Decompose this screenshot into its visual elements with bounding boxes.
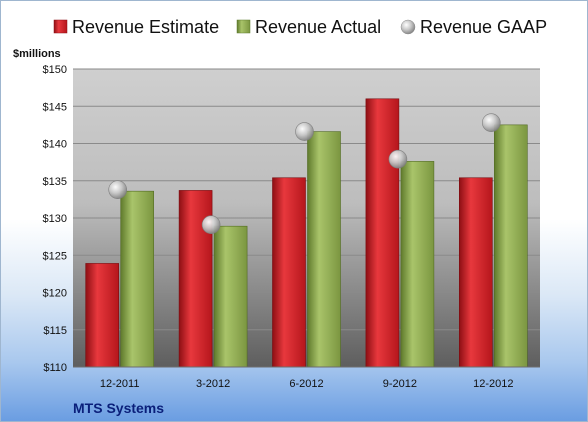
bar-revenue-actual — [307, 131, 341, 368]
x-tick-label: 12-2011 — [100, 378, 140, 390]
legend-swatch-gaap — [400, 19, 416, 35]
y-tick-label: $115 — [43, 325, 67, 337]
gaap-markers — [108, 113, 501, 235]
y-axis-ticks: $110 $115 $120 $125 $130 $135 $140 $145 $150 — [43, 64, 67, 374]
bar-revenue-actual — [400, 161, 435, 368]
y-tick-label: $140 — [43, 139, 67, 151]
legend-swatch-actual — [236, 19, 251, 34]
bar-revenue-actual — [120, 190, 154, 368]
bar-revenue-estimate — [85, 263, 119, 368]
company-name: MTS Systems — [73, 400, 164, 416]
legend-label-estimate: Revenue Estimate — [72, 17, 219, 37]
y-tick-label: $150 — [43, 64, 67, 76]
y-tick-label: $125 — [43, 250, 67, 262]
legend-swatch-estimate — [53, 19, 68, 34]
bar-revenue-estimate — [365, 98, 400, 368]
y-tick-label: $145 — [43, 101, 67, 113]
bar-revenue-estimate — [272, 177, 306, 368]
y-tick-label: $120 — [43, 288, 67, 300]
bar-revenue-actual — [213, 225, 248, 368]
legend-label-actual: Revenue Actual — [255, 17, 381, 37]
marker-revenue-gaap — [201, 215, 221, 235]
marker-revenue-gaap — [388, 149, 408, 169]
y-unit-label: $millions — [13, 48, 61, 60]
x-tick-label: 9-2012 — [383, 378, 417, 390]
x-axis-ticks: 12-2011 3-2012 6-2012 9-2012 12-2012 — [100, 378, 514, 390]
x-tick-label: 3-2012 — [196, 378, 230, 390]
marker-revenue-gaap — [295, 122, 314, 141]
legend: Revenue Estimate Revenue Actual Revenue … — [53, 17, 547, 37]
legend-label-gaap: Revenue GAAP — [420, 17, 547, 37]
y-tick-label: $130 — [43, 213, 67, 225]
bar-revenue-actual — [493, 124, 528, 368]
bars — [85, 98, 528, 368]
y-tick-label: $135 — [43, 176, 67, 188]
x-tick-label: 6-2012 — [289, 378, 323, 390]
marker-revenue-gaap — [481, 113, 501, 132]
y-tick-label: $110 — [43, 362, 67, 374]
bar-revenue-estimate — [458, 177, 493, 368]
marker-revenue-gaap — [108, 180, 127, 199]
x-tick-label: 12-2012 — [473, 378, 513, 390]
